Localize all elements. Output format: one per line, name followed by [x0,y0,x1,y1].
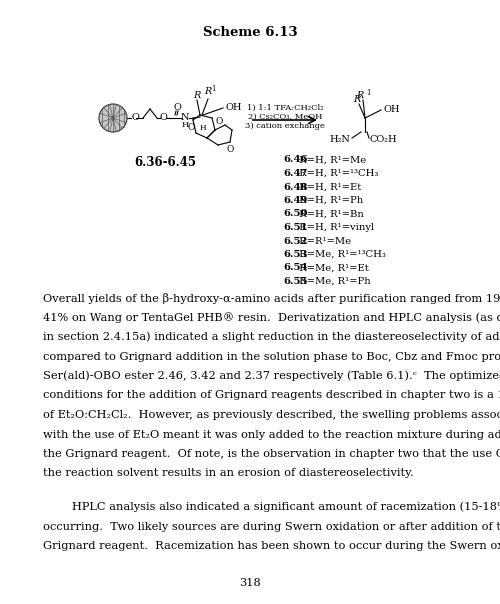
Text: R=Me, R¹=¹³CH₃: R=Me, R¹=¹³CH₃ [296,250,386,259]
Text: the reaction solvent results in an erosion of diastereoselectivity.: the reaction solvent results in an erosi… [43,469,414,478]
Text: occurring.  Two likely sources are during Swern oxidation or after addition of t: occurring. Two likely sources are during… [43,521,500,532]
Text: of Et₂O:CH₂Cl₂.  However, as previously described, the swelling problems associa: of Et₂O:CH₂Cl₂. However, as previously d… [43,410,500,420]
Text: with the use of Et₂O meant it was only added to the reaction mixture during addi: with the use of Et₂O meant it was only a… [43,429,500,440]
Text: OH: OH [383,106,400,115]
Text: O: O [173,103,181,112]
Text: R=H, R¹=¹³CH₃: R=H, R¹=¹³CH₃ [296,169,378,178]
Text: HPLC analysis also indicated a significant amount of racemization (15-18%) was: HPLC analysis also indicated a significa… [43,502,500,512]
Text: O: O [159,114,167,123]
Text: O: O [132,114,140,123]
Text: CO₂H: CO₂H [370,135,398,144]
Text: O: O [216,118,222,126]
Text: 318: 318 [239,578,261,588]
Text: R=H, R¹=Me: R=H, R¹=Me [296,155,366,164]
Text: Ser(ald)-OBO ester 2.46, 3.42 and 2.37 respectively (Table 6.1).ᶜ  The optimized: Ser(ald)-OBO ester 2.46, 3.42 and 2.37 r… [43,371,500,381]
Text: conditions for the addition of Grignard reagents described in chapter two is a 1: conditions for the addition of Grignard … [43,391,500,400]
Text: the Grignard reagent.  Of note, is the observation in chapter two that the use C: the Grignard reagent. Of note, is the ob… [43,449,500,459]
Text: R=H, R¹=Ph: R=H, R¹=Ph [296,196,363,205]
Text: H₂N: H₂N [329,135,350,144]
Circle shape [99,104,127,132]
Text: H: H [200,124,206,132]
Text: R=Me, R¹=Et: R=Me, R¹=Et [296,263,369,272]
Text: 2) Cs₂CO₃, MeOH: 2) Cs₂CO₃, MeOH [248,113,322,121]
Text: 6.49: 6.49 [283,196,308,205]
Text: R: R [356,91,364,100]
Text: 6.54: 6.54 [283,263,308,272]
Text: 6.53: 6.53 [283,250,308,259]
Text: 6.47: 6.47 [283,169,308,178]
Text: Grignard reagent.  Racemization has been shown to occur during the Swern oxidati: Grignard reagent. Racemization has been … [43,541,500,551]
Text: 6.46: 6.46 [283,155,308,164]
Text: O: O [188,123,194,132]
Text: R: R [194,91,200,100]
Text: 6.52: 6.52 [283,237,308,245]
Text: 1) 1:1 TFA:CH₂Cl₂: 1) 1:1 TFA:CH₂Cl₂ [247,104,323,112]
Text: R: R [204,88,212,97]
Text: 6.55: 6.55 [283,277,308,286]
Text: 3) cation exchange: 3) cation exchange [245,122,325,130]
Text: N: N [181,114,189,123]
Text: 6.51: 6.51 [283,223,308,232]
Text: O: O [226,144,234,153]
Text: 6.48: 6.48 [283,182,308,191]
Text: Overall yields of the β-hydroxy-α-amino acids after purification ranged from 19-: Overall yields of the β-hydroxy-α-amino … [43,292,500,303]
Text: 1: 1 [366,89,370,97]
Text: H: H [182,121,188,129]
Text: 1: 1 [211,85,215,93]
Text: R=Me, R¹=Ph: R=Me, R¹=Ph [296,277,371,286]
Text: R=H, R¹=vinyl: R=H, R¹=vinyl [296,223,374,232]
Text: 6.50: 6.50 [283,210,308,219]
Text: Scheme 6.13: Scheme 6.13 [202,25,298,39]
Text: OH: OH [225,103,242,112]
Text: R=H, R¹=Et: R=H, R¹=Et [296,182,361,191]
Text: in section 2.4.15a) indicated a slight reduction in the diastereoselectivity of : in section 2.4.15a) indicated a slight r… [43,332,500,342]
Text: 41% on Wang or TentaGel PHB® resin.  Derivatization and HPLC analysis (as descri: 41% on Wang or TentaGel PHB® resin. Deri… [43,312,500,323]
Text: R=H, R¹=Bn: R=H, R¹=Bn [296,210,364,219]
Text: R: R [354,95,360,104]
Text: 6.36-6.45: 6.36-6.45 [134,156,196,170]
Text: compared to Grignard addition in the solution phase to Boc, Cbz and Fmoc protect: compared to Grignard addition in the sol… [43,352,500,362]
Text: R=R¹=Me: R=R¹=Me [296,237,351,245]
